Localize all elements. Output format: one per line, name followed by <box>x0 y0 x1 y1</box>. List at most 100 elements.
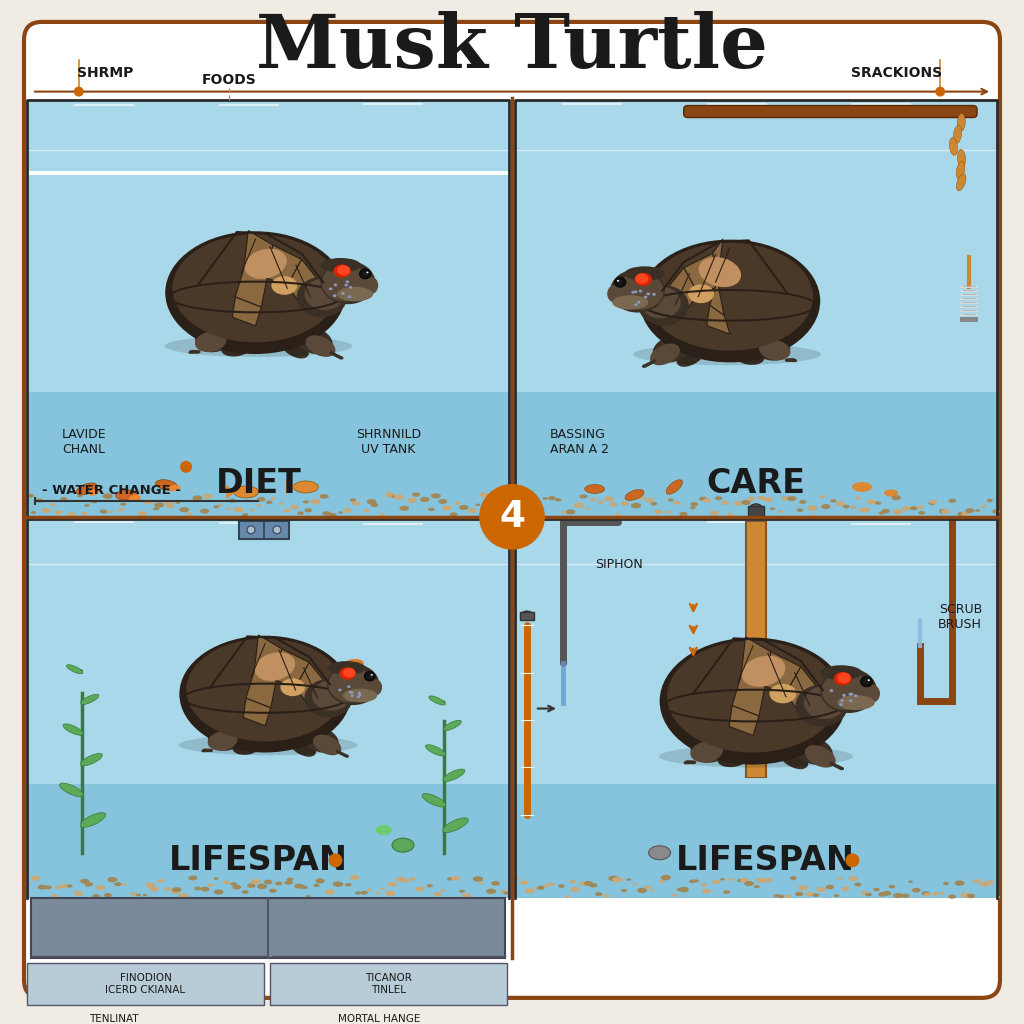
Ellipse shape <box>408 498 418 503</box>
Text: - WATER CHANGE -: - WATER CHANGE - <box>42 484 181 498</box>
Ellipse shape <box>80 879 89 884</box>
Ellipse shape <box>537 886 545 890</box>
Ellipse shape <box>585 484 604 494</box>
Ellipse shape <box>63 724 83 735</box>
Ellipse shape <box>879 892 887 897</box>
Ellipse shape <box>186 639 344 741</box>
Ellipse shape <box>335 354 341 358</box>
Bar <box>748 726 765 752</box>
Ellipse shape <box>321 261 376 304</box>
Ellipse shape <box>710 511 719 515</box>
Ellipse shape <box>863 679 869 684</box>
Ellipse shape <box>902 506 911 511</box>
Ellipse shape <box>617 280 620 282</box>
Ellipse shape <box>67 885 73 888</box>
Ellipse shape <box>287 878 294 882</box>
Ellipse shape <box>349 691 352 693</box>
Ellipse shape <box>281 678 305 696</box>
Ellipse shape <box>102 494 113 499</box>
Ellipse shape <box>631 503 641 508</box>
Ellipse shape <box>564 895 569 898</box>
Ellipse shape <box>621 502 629 506</box>
Ellipse shape <box>116 489 137 500</box>
Ellipse shape <box>948 894 956 899</box>
Ellipse shape <box>206 749 211 753</box>
Ellipse shape <box>821 671 869 710</box>
Ellipse shape <box>627 879 631 881</box>
Ellipse shape <box>699 497 707 501</box>
Ellipse shape <box>422 794 445 807</box>
Ellipse shape <box>165 335 352 357</box>
Ellipse shape <box>579 882 586 886</box>
Ellipse shape <box>612 877 623 883</box>
Ellipse shape <box>535 506 545 511</box>
Ellipse shape <box>702 499 711 503</box>
Ellipse shape <box>156 479 177 490</box>
Ellipse shape <box>741 655 785 687</box>
Ellipse shape <box>333 882 340 886</box>
Polygon shape <box>729 706 759 735</box>
Ellipse shape <box>420 887 425 890</box>
Ellipse shape <box>901 894 909 898</box>
Ellipse shape <box>637 301 641 304</box>
Ellipse shape <box>631 291 635 294</box>
Ellipse shape <box>376 892 381 895</box>
Ellipse shape <box>468 896 473 898</box>
Ellipse shape <box>271 276 297 295</box>
Ellipse shape <box>371 503 379 507</box>
Ellipse shape <box>203 494 213 499</box>
Ellipse shape <box>195 332 226 352</box>
Ellipse shape <box>759 340 791 360</box>
Polygon shape <box>713 239 723 287</box>
Ellipse shape <box>980 881 990 887</box>
Ellipse shape <box>532 501 541 505</box>
Ellipse shape <box>640 287 681 318</box>
Ellipse shape <box>333 882 343 887</box>
Text: SHRNNILD
UV TANK: SHRNNILD UV TANK <box>356 428 421 456</box>
Ellipse shape <box>145 883 156 888</box>
Ellipse shape <box>325 889 335 895</box>
Ellipse shape <box>313 884 319 887</box>
Ellipse shape <box>347 685 350 688</box>
Ellipse shape <box>214 878 219 880</box>
Polygon shape <box>785 667 824 721</box>
Ellipse shape <box>85 882 93 887</box>
Ellipse shape <box>520 881 528 885</box>
Ellipse shape <box>334 264 351 278</box>
Ellipse shape <box>223 881 230 885</box>
Ellipse shape <box>334 284 337 287</box>
Ellipse shape <box>459 505 469 510</box>
Ellipse shape <box>690 741 723 763</box>
Ellipse shape <box>679 887 689 892</box>
Ellipse shape <box>667 511 672 513</box>
Ellipse shape <box>186 513 193 516</box>
Ellipse shape <box>196 323 234 352</box>
Ellipse shape <box>376 825 391 835</box>
Ellipse shape <box>410 878 416 881</box>
Bar <box>239 521 289 539</box>
Text: SHRMP: SHRMP <box>77 66 133 80</box>
Polygon shape <box>236 268 267 307</box>
Ellipse shape <box>566 509 575 514</box>
Ellipse shape <box>380 888 385 891</box>
Ellipse shape <box>819 495 825 499</box>
Text: FINODION
ICERD CKIANAL: FINODION ICERD CKIANAL <box>105 973 185 994</box>
Ellipse shape <box>757 496 765 500</box>
Ellipse shape <box>650 889 655 891</box>
Ellipse shape <box>357 691 360 694</box>
Ellipse shape <box>337 287 373 301</box>
Bar <box>27 963 264 1005</box>
Ellipse shape <box>251 879 260 884</box>
Ellipse shape <box>412 493 420 497</box>
Ellipse shape <box>60 497 68 501</box>
Ellipse shape <box>427 884 433 888</box>
Ellipse shape <box>939 892 944 895</box>
Bar <box>746 522 766 777</box>
Ellipse shape <box>804 686 846 719</box>
Ellipse shape <box>26 882 31 885</box>
Ellipse shape <box>447 878 454 881</box>
Ellipse shape <box>51 894 57 897</box>
Ellipse shape <box>193 350 199 353</box>
Ellipse shape <box>677 345 706 367</box>
Ellipse shape <box>91 500 97 504</box>
